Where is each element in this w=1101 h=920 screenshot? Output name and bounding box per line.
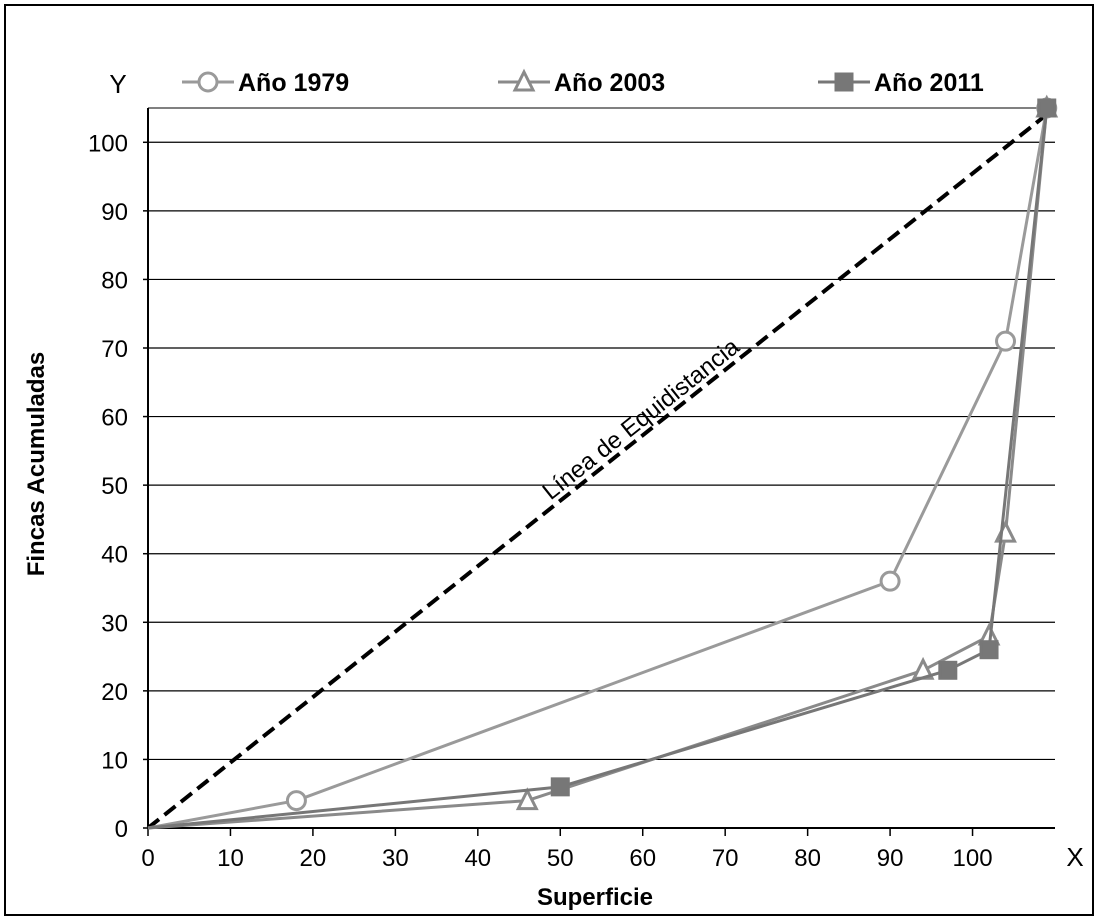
y-tick-label-10: 10 [101,747,128,774]
data-point-s1-3 [995,330,1017,352]
data-point-s2-4 [994,519,1017,543]
data-point-s3-4 [1037,98,1057,118]
y-tick-label-80: 80 [101,267,128,294]
x-tick-label-90: 90 [877,845,904,872]
legend-label-1: Año 1979 [238,69,349,97]
legend-label-3: Año 2011 [874,69,984,97]
series-3 [147,98,1057,830]
y-axis-title: Fincas Acumuladas [23,352,50,577]
y-tick-label-70: 70 [101,336,128,363]
equidistance-line-group [146,106,1057,830]
data-point-s1-2 [879,570,901,592]
y-tick-label-30: 30 [101,610,128,637]
equidistance-label: Línea de Equidistancia [538,333,746,506]
y-tick-label-90: 90 [101,199,128,226]
x-tick-label-20: 20 [300,845,327,872]
legend-marker-3 [834,72,854,92]
x-tick-label-60: 60 [629,845,656,872]
x-axis-title: Superficie [537,884,653,911]
data-point-s3-3 [979,640,999,660]
x-tick-label-10: 10 [217,845,244,872]
y-tick-label-100: 100 [88,130,128,157]
y-tick-label-50: 50 [101,473,128,500]
equidistance-line [146,106,1057,830]
series-line-2 [147,107,1049,830]
y-axis-letter: Y [109,69,126,99]
y-tick-label-40: 40 [101,542,128,569]
x-tick-labels: 0 10 20 30 40 50 60 70 80 90 100 [141,828,993,872]
data-point-s3-2 [938,660,958,680]
x-tick-label-0: 0 [141,845,154,872]
x-tick-label-70: 70 [712,845,739,872]
data-point-s2-1 [515,787,539,811]
x-tick-label-100: 100 [953,845,993,872]
data-point-s1-1 [285,790,307,812]
legend-item-2: Año 2003 [498,68,665,97]
data-point-s3-1 [550,777,570,797]
legend-marker-1 [197,71,219,93]
series-lines [147,94,1059,830]
chart-frame [4,4,1094,916]
x-tick-label-30: 30 [382,845,409,872]
legend-marker-2 [512,68,536,92]
gridlines [143,141,1055,829]
legend: Año 1979 Año 2003 Año 2011 [182,68,984,97]
legend-label-2: Año 2003 [554,69,665,97]
legend-item-1: Año 1979 [182,69,349,97]
axes [147,107,1055,829]
y-tick-label-0: 0 [115,816,128,843]
y-tick-labels: 0 10 20 30 40 50 60 70 80 90 100 [88,130,128,843]
y-tick-label-60: 60 [101,405,128,432]
legend-item-3: Año 2011 [818,69,984,97]
x-tick-label-40: 40 [464,845,491,872]
x-tick-label-80: 80 [794,845,821,872]
x-axis-letter: X [1066,842,1083,872]
y-tick-label-20: 20 [101,679,128,706]
x-tick-label-50: 50 [547,845,574,872]
